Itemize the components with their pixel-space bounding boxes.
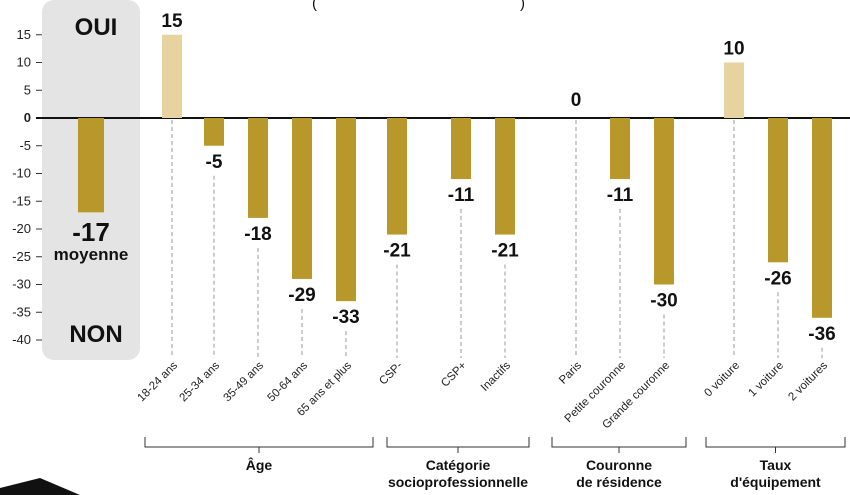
bar bbox=[654, 118, 674, 285]
category-label: 50-64 ans bbox=[265, 359, 310, 404]
category-label: 0 voiture bbox=[702, 360, 742, 400]
category-label: Paris bbox=[557, 359, 584, 386]
y-tick-label: 15 bbox=[17, 27, 31, 42]
bar-value-label: -33 bbox=[332, 307, 359, 328]
oui-label: OUI bbox=[75, 14, 118, 41]
bar bbox=[292, 118, 312, 279]
bar-value-label: 15 bbox=[161, 11, 183, 32]
group-bracket bbox=[551, 437, 687, 448]
bar-value-label: -11 bbox=[607, 185, 634, 206]
y-tick-label: -20 bbox=[12, 221, 31, 236]
bar bbox=[451, 118, 471, 180]
chart-title-open: ( bbox=[312, 0, 317, 12]
bar bbox=[812, 118, 832, 318]
group-bracket bbox=[144, 437, 374, 448]
group-label: d'équipement bbox=[730, 474, 821, 490]
group-label: Catégorie bbox=[426, 457, 491, 473]
y-tick-label: 5 bbox=[24, 82, 31, 97]
average-value-label: -17 bbox=[72, 217, 110, 247]
bar bbox=[768, 118, 788, 263]
bar-value-label: -36 bbox=[808, 324, 835, 345]
category-label: Inactifs bbox=[479, 359, 513, 393]
corner-arrow-shape bbox=[0, 478, 80, 495]
non-label: NON bbox=[69, 321, 122, 348]
bar-value-label: -21 bbox=[383, 241, 411, 262]
y-tick-label: -15 bbox=[12, 193, 31, 208]
category-label: 2 voitures bbox=[786, 359, 830, 403]
average-caption: moyenne bbox=[54, 245, 129, 264]
group-bracket bbox=[705, 437, 846, 448]
chart-title-close: ) bbox=[520, 0, 525, 12]
group-label: Couronne bbox=[586, 457, 652, 473]
bar-value-label: -30 bbox=[650, 291, 677, 312]
y-tick-label: -40 bbox=[12, 332, 31, 347]
y-tick-label: -5 bbox=[19, 138, 31, 153]
group-label: Âge bbox=[246, 456, 273, 473]
bar bbox=[495, 118, 515, 235]
bar-value-label: -29 bbox=[288, 285, 315, 306]
bar bbox=[610, 118, 630, 180]
bar-value-label: -5 bbox=[206, 152, 223, 173]
category-label: 1 voiture bbox=[746, 360, 786, 400]
group-bracket bbox=[386, 437, 530, 448]
bar bbox=[336, 118, 356, 302]
bar-value-label: 10 bbox=[723, 39, 744, 60]
category-label: 25-34 ans bbox=[177, 359, 222, 404]
category-label: CSP+ bbox=[439, 359, 469, 389]
bar-value-label: -21 bbox=[491, 241, 519, 262]
category-label: CSP- bbox=[377, 360, 405, 388]
y-tick-label: -30 bbox=[12, 277, 31, 292]
bar-value-label: -11 bbox=[448, 185, 475, 206]
group-label: Taux bbox=[760, 457, 792, 473]
bar-value-label: 0 bbox=[571, 90, 582, 111]
bar bbox=[387, 118, 407, 235]
y-tick-label: -25 bbox=[12, 249, 31, 264]
bar bbox=[248, 118, 268, 218]
bar-value-label: -26 bbox=[764, 268, 791, 289]
bar-value-label: -18 bbox=[244, 224, 271, 245]
bar bbox=[724, 62, 744, 118]
y-tick-label: -10 bbox=[12, 166, 31, 181]
y-tick-label: 10 bbox=[17, 55, 31, 70]
y-tick-label: 0 bbox=[24, 110, 31, 125]
average-bar bbox=[78, 118, 104, 213]
category-label: 18-24 ans bbox=[135, 359, 180, 404]
y-tick-label: -35 bbox=[12, 304, 31, 319]
group-label: socioprofessionnelle bbox=[388, 474, 528, 490]
bar bbox=[162, 34, 182, 118]
group-label: de résidence bbox=[576, 474, 662, 490]
bar bbox=[204, 118, 224, 146]
y-axis: 15 10 5 0 -5 -10 -15 -20 -25 -30 -35 -40 bbox=[12, 27, 850, 347]
category-label: 35-49 ans bbox=[221, 359, 266, 404]
